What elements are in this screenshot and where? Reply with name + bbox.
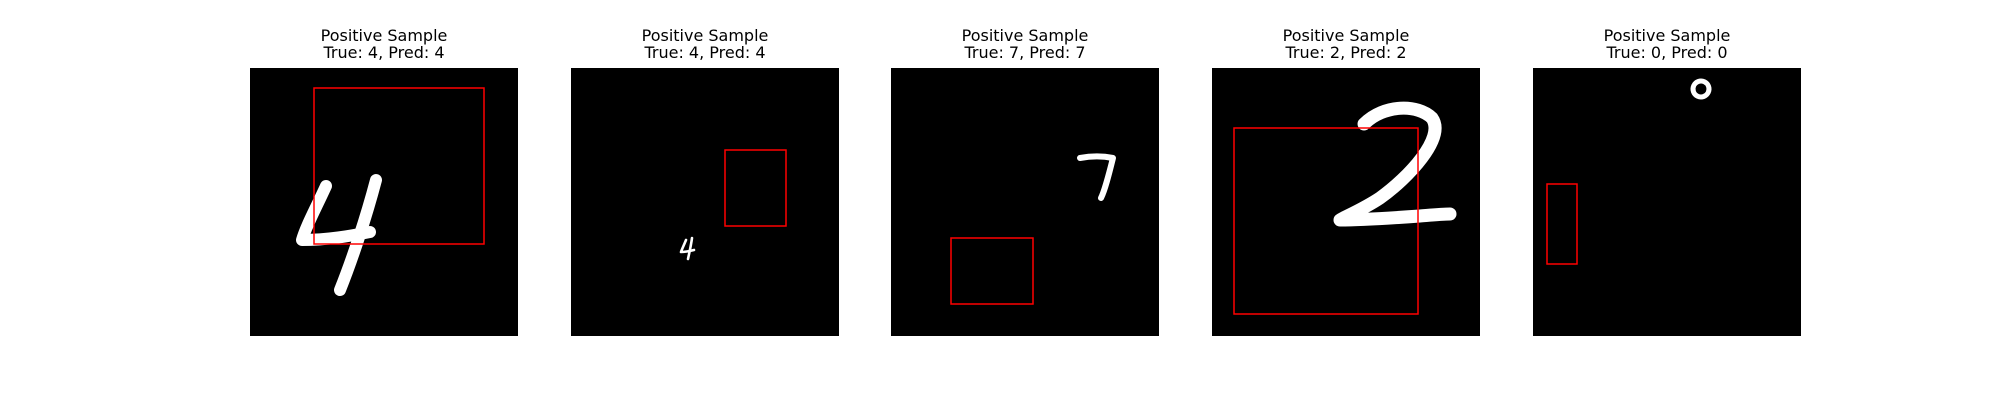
sample-image bbox=[571, 68, 839, 336]
sample-panel-3: Positive Sample True: 7, Pred: 7 bbox=[891, 0, 1159, 400]
digit-glyph bbox=[296, 174, 382, 296]
digit-glyph bbox=[679, 236, 696, 261]
sample-panel-5: Positive Sample True: 0, Pred: 0 bbox=[1533, 0, 1801, 400]
image-background bbox=[1212, 68, 1480, 336]
panel-heading: Positive Sample bbox=[320, 26, 448, 45]
image-background bbox=[891, 68, 1159, 336]
bounding-box bbox=[950, 237, 1034, 305]
sample-image-canvas bbox=[1533, 68, 1801, 336]
sample-panel-1: Positive Sample True: 4, Pred: 4 bbox=[250, 0, 518, 400]
panel-heading: Positive Sample bbox=[641, 26, 769, 45]
panel-title: Positive Sample True: 0, Pred: 0 bbox=[1493, 27, 1841, 61]
sample-image bbox=[1533, 68, 1801, 336]
image-background bbox=[250, 68, 518, 336]
bounding-box bbox=[1546, 183, 1578, 265]
sample-image-canvas bbox=[250, 68, 518, 336]
sample-image bbox=[891, 68, 1159, 336]
panel-caption: True: 0, Pred: 0 bbox=[1606, 43, 1728, 62]
sample-image bbox=[250, 68, 518, 336]
image-background bbox=[571, 68, 839, 336]
sample-panel-2: Positive Sample True: 4, Pred: 4 bbox=[571, 0, 839, 400]
panel-caption: True: 4, Pred: 4 bbox=[323, 43, 445, 62]
bounding-box bbox=[1233, 127, 1419, 315]
sample-image-canvas bbox=[571, 68, 839, 336]
sample-image bbox=[1212, 68, 1480, 336]
bounding-box bbox=[313, 87, 485, 245]
image-background bbox=[1533, 68, 1801, 336]
panel-heading: Positive Sample bbox=[1603, 26, 1731, 45]
sample-image-canvas bbox=[891, 68, 1159, 336]
panel-title: Positive Sample True: 7, Pred: 7 bbox=[851, 27, 1199, 61]
sample-image-canvas bbox=[1212, 68, 1480, 336]
digit-glyph bbox=[1690, 78, 1712, 100]
panel-caption: True: 7, Pred: 7 bbox=[964, 43, 1086, 62]
bounding-box bbox=[724, 149, 787, 227]
panel-title: Positive Sample True: 2, Pred: 2 bbox=[1172, 27, 1520, 61]
digit-glyph bbox=[1077, 153, 1116, 201]
panel-title: Positive Sample True: 4, Pred: 4 bbox=[210, 27, 558, 61]
panel-caption: True: 2, Pred: 2 bbox=[1285, 43, 1407, 62]
digit-glyph bbox=[1333, 101, 1457, 227]
panel-heading: Positive Sample bbox=[961, 26, 1089, 45]
panel-heading: Positive Sample bbox=[1282, 26, 1410, 45]
panel-title: Positive Sample True: 4, Pred: 4 bbox=[531, 27, 879, 61]
sample-panel-4: Positive Sample True: 2, Pred: 2 bbox=[1212, 0, 1480, 400]
panel-caption: True: 4, Pred: 4 bbox=[644, 43, 766, 62]
